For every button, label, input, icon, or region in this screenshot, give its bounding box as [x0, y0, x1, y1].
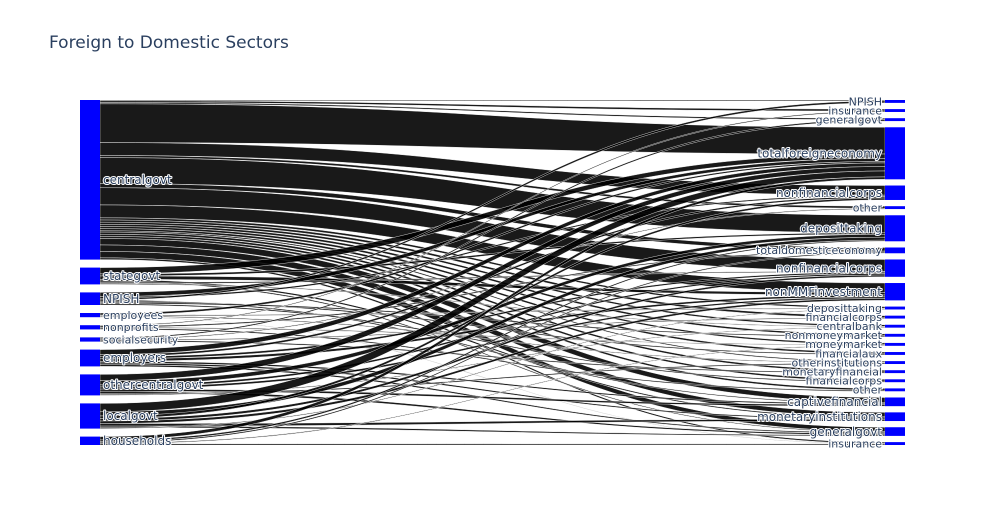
target-node[interactable] [885, 361, 905, 365]
source-node[interactable] [80, 374, 100, 396]
target-node-label: financialcorps [805, 375, 882, 388]
target-node-label: other [853, 201, 883, 214]
target-node[interactable] [885, 127, 905, 180]
sankey-link [99, 344, 886, 444]
source-node[interactable] [80, 349, 100, 367]
target-node[interactable] [885, 427, 905, 436]
target-node[interactable] [885, 412, 905, 422]
target-node[interactable] [885, 352, 905, 355]
source-node[interactable] [80, 403, 100, 429]
sankey-link [99, 425, 886, 437]
target-node[interactable] [885, 118, 905, 122]
target-node[interactable] [885, 388, 905, 392]
source-node-label: socialsecurity [103, 333, 179, 346]
sankey-link [99, 443, 886, 446]
target-node[interactable] [885, 342, 905, 346]
target-node-label: totaldomesticeconomy [756, 244, 882, 257]
target-node-label: centralbank [817, 320, 883, 333]
source-node-label: NPISH [103, 292, 139, 306]
sankey-links [99, 99, 886, 446]
target-node[interactable] [885, 185, 905, 200]
source-node-label: households [103, 434, 171, 448]
target-node-label: monetaryfinancial [782, 366, 882, 379]
source-node-label: nonprofits [103, 321, 159, 334]
source-node[interactable] [80, 313, 100, 318]
target-node-label: moneymarket [805, 338, 882, 351]
target-node[interactable] [885, 283, 905, 301]
target-node[interactable] [885, 206, 905, 210]
target-node[interactable] [885, 370, 905, 374]
source-node-label: stategovt [103, 269, 160, 283]
source-node-label: centralgovt [103, 173, 172, 187]
target-node-label: monetaryinstitutions [757, 410, 882, 424]
sankey-link [99, 308, 886, 429]
source-node[interactable] [80, 292, 100, 305]
source-node[interactable] [80, 436, 100, 445]
target-node-label: nonmoneymarket [785, 329, 883, 342]
target-node-label: NPISH [849, 95, 882, 108]
target-node-label: nonfinancialcorps [776, 261, 882, 275]
target-node-label: otherinstitutions [791, 356, 882, 369]
target-node[interactable] [885, 215, 905, 242]
source-node-label: employers [103, 351, 166, 365]
target-node-label: captivefinancial [787, 395, 882, 409]
target-node-label: deposittaking [800, 221, 882, 235]
target-node[interactable] [885, 109, 905, 112]
target-node-label: generalgovt [810, 425, 883, 439]
target-node[interactable] [885, 100, 905, 103]
sankey-link [99, 110, 886, 327]
target-node-label: insurance [828, 437, 882, 450]
source-node-label: localgovt [103, 409, 158, 423]
target-node[interactable] [885, 315, 905, 319]
target-node-label: deposittaking [807, 302, 882, 315]
target-node[interactable] [885, 397, 905, 407]
source-node-label: employees [103, 309, 163, 322]
target-node[interactable] [885, 324, 905, 328]
target-node[interactable] [885, 306, 905, 310]
source-node[interactable] [80, 325, 100, 330]
source-node[interactable] [80, 267, 100, 285]
target-node-label: nonfinancialcorps [776, 186, 882, 200]
source-node[interactable] [80, 337, 100, 342]
target-node-label: insurance [828, 104, 882, 117]
target-node-label: other [853, 384, 883, 397]
target-node-label: totalforeigneconomy [757, 146, 882, 160]
source-node[interactable] [80, 100, 100, 260]
target-node[interactable] [885, 259, 905, 277]
target-node-label: nonMMFinvestment [765, 285, 882, 299]
target-node[interactable] [885, 379, 905, 383]
target-node-label: generalgovt [816, 113, 883, 126]
sankey-link [99, 99, 886, 102]
target-node[interactable] [885, 442, 905, 445]
source-node-label: othercentralgovt [103, 378, 204, 392]
target-node-label: financialcorps [805, 311, 882, 324]
sankey-nodes [80, 100, 905, 445]
target-node-label: financialaux [815, 347, 882, 360]
chart-title: Foreign to Domestic Sectors [49, 33, 289, 53]
target-node[interactable] [885, 333, 905, 337]
sankey-labels: centralgovt stategovt NPISH employeesnonpro… [102, 94, 884, 451]
target-node[interactable] [885, 247, 905, 254]
